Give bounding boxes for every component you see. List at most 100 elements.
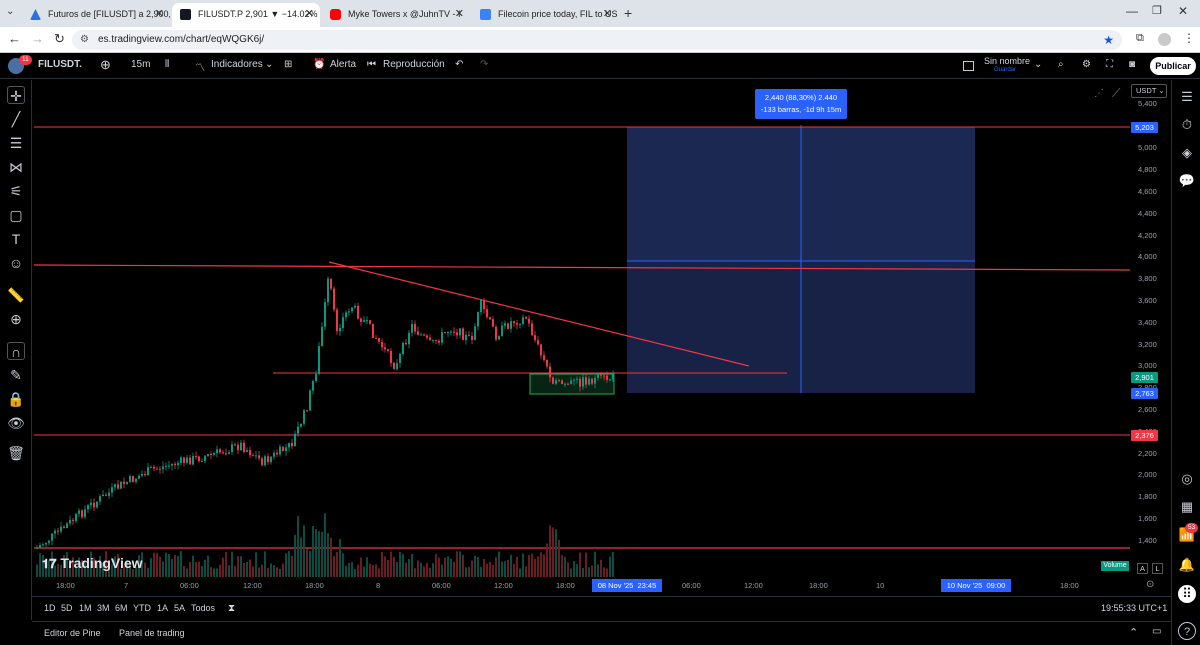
level-line-resistance[interactable] xyxy=(33,264,1131,271)
pattern-icon[interactable]: ⋈ xyxy=(9,159,23,175)
watchlist-icon[interactable]: ☰ xyxy=(1181,89,1193,104)
apps-grid-icon[interactable]: ⠿ xyxy=(1178,585,1196,603)
lock-icon[interactable]: 🔒 xyxy=(7,391,25,407)
descending-trendline[interactable] xyxy=(328,261,750,367)
date-range-icon[interactable]: ⧗ xyxy=(228,603,236,614)
consolidation-box[interactable] xyxy=(529,373,615,395)
magnet-icon[interactable]: ∩ xyxy=(7,342,25,360)
undo-icon[interactable]: ↶ xyxy=(455,59,464,70)
layout-checkbox-icon[interactable] xyxy=(963,61,974,71)
scale-auto-button[interactable]: A xyxy=(1137,563,1148,574)
redo-icon[interactable]: ↷ xyxy=(480,59,489,70)
url-input[interactable]: ⚙ es.tradingview.com/chart/eqWQGK6j/ ★ xyxy=(72,30,1122,50)
search-icon[interactable]: ⌕ xyxy=(1058,59,1064,70)
alert-icon[interactable]: ⏰ xyxy=(313,59,326,70)
browser-tab-3[interactable]: Myke Towers x @JuhnTV - I ✕ xyxy=(322,3,470,27)
layers-icon[interactable]: ◈ xyxy=(1182,145,1192,160)
range-5d[interactable]: 5D xyxy=(61,603,73,613)
replay-button[interactable]: Reproducción xyxy=(383,59,445,70)
alerts-clock-icon[interactable]: ⏱ xyxy=(1181,117,1193,132)
close-icon[interactable]: ✕ xyxy=(602,8,612,20)
price-tag: 2,376 xyxy=(1131,430,1158,441)
projection-stop-zone[interactable] xyxy=(627,261,975,393)
range-1a[interactable]: 1A xyxy=(157,603,169,613)
emoji-icon[interactable]: ☺ xyxy=(8,255,24,271)
trendline-icon[interactable]: ╱ xyxy=(11,111,21,127)
tab-list-icon[interactable]: ⌄ xyxy=(6,6,15,17)
close-icon[interactable]: ✕ xyxy=(454,8,464,20)
range-todos[interactable]: Todos xyxy=(191,603,216,613)
alert-button[interactable]: Alerta xyxy=(330,59,357,70)
camera-icon[interactable]: ◙ xyxy=(1129,59,1136,70)
chevron-down-icon[interactable]: ⌄ xyxy=(1034,59,1043,70)
maximize-panel-icon[interactable]: ▭ xyxy=(1152,626,1162,637)
site-info-icon[interactable]: ⚙ xyxy=(80,34,89,45)
browser-tab-1[interactable]: Futuros de [FILUSDT] a 2,900, c ✕ xyxy=(22,3,170,27)
collapse-panel-icon[interactable]: ⌃ xyxy=(1129,627,1139,639)
utc-clock[interactable]: 19:55:33 UTC+1 xyxy=(1101,603,1168,613)
browser-tab-4[interactable]: Filecoin price today, FIL to USD ✕ xyxy=(472,3,618,27)
indicators-icon[interactable]: 〽 xyxy=(195,63,205,74)
candle-body xyxy=(381,341,383,348)
notifications-bell-icon[interactable]: 🔔 xyxy=(1178,557,1196,572)
target-icon[interactable]: ◎ xyxy=(1181,471,1193,486)
watermark-text: TradingView xyxy=(60,555,143,571)
drag-handle-icon[interactable]: ⋰ xyxy=(1094,88,1104,99)
chart-type-icon[interactable]: ⫴ xyxy=(165,59,170,70)
close-window-icon[interactable]: ✕ xyxy=(1178,4,1189,18)
projection-target-zone[interactable] xyxy=(627,127,975,261)
lock-drawing-icon[interactable]: ✎ xyxy=(10,367,22,383)
layouts-icon[interactable]: ⊞ xyxy=(284,59,293,70)
settings-gear-icon[interactable]: ⚙ xyxy=(1082,59,1091,70)
range-ytd[interactable]: YTD xyxy=(133,603,151,613)
volume-bar xyxy=(156,552,158,577)
brush-rect-icon[interactable]: ▢ xyxy=(9,207,23,223)
range-5a[interactable]: 5A xyxy=(174,603,186,613)
browser-menu-icon[interactable]: ⋮ xyxy=(1183,31,1195,45)
add-symbol-icon[interactable]: ⊕ xyxy=(100,57,111,72)
maximize-icon[interactable]: ❐ xyxy=(1152,5,1162,17)
drawing-tool-icon[interactable]: ⟋ xyxy=(1112,86,1121,100)
indicators-button[interactable]: Indicadores xyxy=(211,59,263,70)
chat-icon[interactable]: 💬 xyxy=(1178,173,1196,188)
trading-panel-tab[interactable]: Panel de trading xyxy=(119,628,185,638)
replay-icon[interactable]: ⏮ xyxy=(367,59,376,70)
extensions-icon[interactable]: ⧉ xyxy=(1136,32,1144,44)
fib-icon[interactable]: ☰ xyxy=(9,135,23,151)
trash-icon[interactable]: 🗑 xyxy=(7,445,25,461)
ruler-icon[interactable]: 📏 xyxy=(7,287,25,303)
minimize-icon[interactable]: — xyxy=(1126,4,1138,18)
forward-icon[interactable]: → xyxy=(31,31,44,46)
eye-icon[interactable]: 👁 xyxy=(7,415,25,431)
calendar-icon[interactable]: ▦ xyxy=(1180,499,1194,514)
volume-bar xyxy=(474,555,476,577)
fullscreen-icon[interactable]: ⛶ xyxy=(1106,59,1113,70)
time-axis-settings-icon[interactable]: ⊙ xyxy=(1146,579,1155,590)
profile-avatar[interactable] xyxy=(1158,33,1171,46)
back-icon[interactable]: ← xyxy=(8,31,21,46)
text-icon[interactable]: T xyxy=(11,231,21,247)
range-6m[interactable]: 6M xyxy=(115,603,128,613)
browser-tab-2[interactable]: FILUSDT.P 2,901 ▼ −14.02% Sin ✕ xyxy=(172,3,320,27)
bookmark-star-icon[interactable]: ★ xyxy=(1103,33,1114,47)
interval-button[interactable]: 15m xyxy=(131,59,151,70)
close-icon[interactable]: ✕ xyxy=(304,8,314,20)
publish-button[interactable]: Publicar xyxy=(1150,57,1196,75)
scale-log-button[interactable]: L xyxy=(1152,563,1163,574)
help-icon[interactable]: ? xyxy=(1178,622,1196,640)
reload-icon[interactable]: ↻ xyxy=(54,31,65,46)
zoom-in-icon[interactable]: ⊕ xyxy=(10,311,22,327)
layout-name[interactable]: Sin nombre xyxy=(984,56,1031,66)
symbol-search[interactable]: FILUSDT. xyxy=(38,59,82,70)
projection-icon[interactable]: ⚟ xyxy=(9,183,23,199)
range-1m[interactable]: 1M xyxy=(79,603,92,613)
currency-selector[interactable]: USDT ⌄ xyxy=(1131,84,1167,98)
new-tab-icon[interactable]: + xyxy=(624,5,633,21)
chevron-down-icon[interactable]: ⌄ xyxy=(265,59,274,70)
pine-editor-tab[interactable]: Editor de Pine xyxy=(44,628,101,638)
close-icon[interactable]: ✕ xyxy=(154,8,164,20)
range-1d[interactable]: 1D xyxy=(44,603,56,613)
range-3m[interactable]: 3M xyxy=(97,603,110,613)
crosshair-icon[interactable]: ✛ xyxy=(7,86,25,104)
